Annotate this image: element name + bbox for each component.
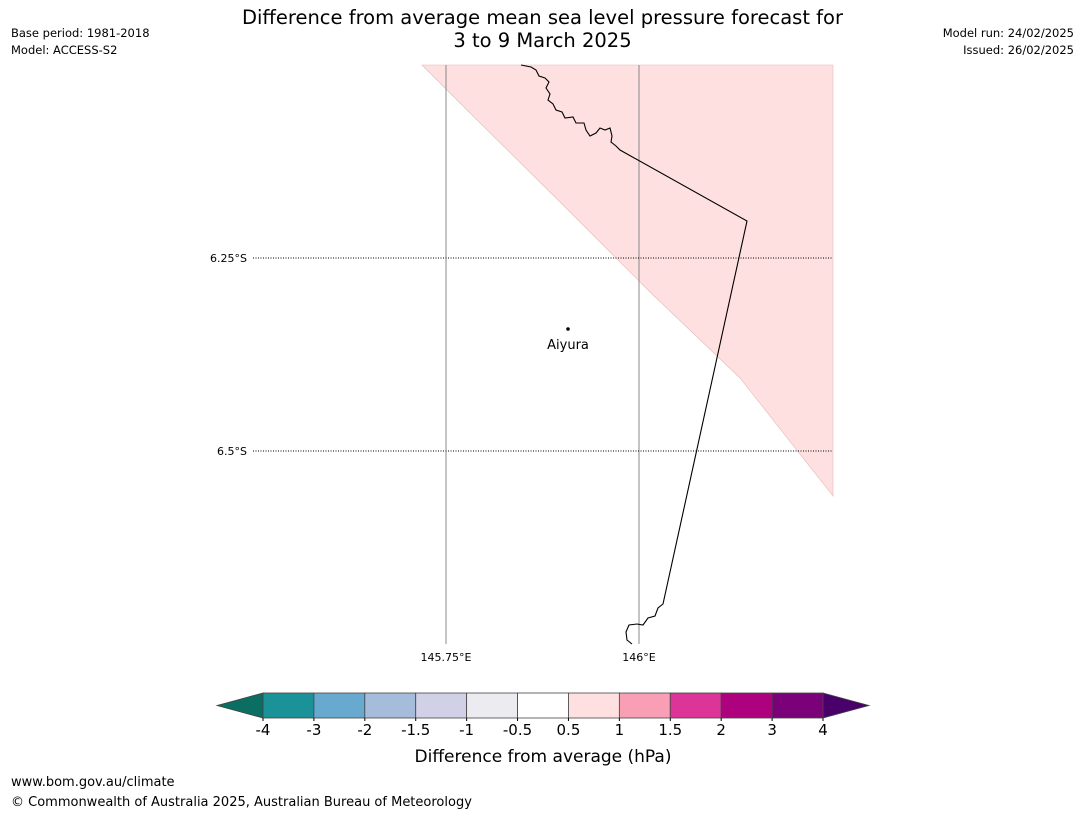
colorbar-swatch-7 — [618, 692, 671, 719]
footer-url[interactable]: www.bom.gov.au/climate — [11, 775, 175, 790]
lon-label-145-75: 145.75°E — [421, 651, 472, 664]
colorbar-tick-label-9: 2 — [716, 721, 726, 739]
aiyura-label: Aiyura — [547, 338, 589, 353]
map-panel: Aiyura 6.25°S 6.5°S 145.75°E 146°E — [210, 64, 834, 664]
lat-label-6-5: 6.5°S — [217, 445, 247, 458]
colorbar-swatch-0 — [262, 692, 315, 719]
model-text: Model: ACCESS-S2 — [11, 43, 118, 57]
colorbar-swatch-8 — [669, 692, 722, 719]
colorbar-swatch-3 — [415, 692, 468, 719]
colorbar-high-extension — [822, 692, 871, 719]
colorbar-tick-label-4: -1 — [459, 721, 474, 739]
page-title: Difference from average mean sea level p… — [0, 6, 1085, 52]
header-right-meta: Model run: 24/02/2025 Issued: 26/02/2025 — [943, 25, 1074, 59]
lat-label-6-25: 6.25°S — [210, 252, 247, 265]
colorbar-tick-label-0: -4 — [256, 721, 271, 739]
colorbar-tick-label-2: -2 — [357, 721, 372, 739]
colorbar-swatch-1 — [313, 692, 366, 719]
colorbar-low-extension — [215, 692, 264, 719]
colorbar-swatch-2 — [364, 692, 417, 719]
colorbar-label: Difference from average (hPa) — [415, 747, 672, 767]
colorbar-swatch-4 — [466, 692, 518, 719]
colorbar-tick-label-7: 1 — [615, 721, 625, 739]
colorbar-tick-label-6: 0.5 — [557, 721, 581, 739]
colorbar-swatch-5 — [517, 692, 569, 719]
colorbar-tick-label-8: 1.5 — [658, 721, 682, 739]
base-period-text: Base period: 1981-2018 — [11, 26, 150, 40]
positive-anomaly-shading — [421, 64, 834, 497]
title-line-2: 3 to 9 March 2025 — [453, 29, 632, 52]
colorbar-tick-label-5: -0.5 — [503, 721, 532, 739]
colorbar-swatch-10 — [771, 692, 824, 719]
lon-label-146: 146°E — [622, 651, 655, 664]
title-line-1: Difference from average mean sea level p… — [242, 6, 843, 29]
aiyura-marker — [566, 327, 570, 331]
colorbar-tick-label-10: 3 — [767, 721, 777, 739]
issued-text: Issued: 26/02/2025 — [963, 43, 1074, 57]
colorbar-tick-label-11: 4 — [818, 721, 828, 739]
colorbar-swatch-6 — [568, 692, 620, 719]
header-left-meta: Base period: 1981-2018 Model: ACCESS-S2 — [11, 25, 150, 59]
model-run-text: Model run: 24/02/2025 — [942, 26, 1074, 40]
coastline — [520, 64, 748, 645]
colorbar-tick-label-1: -3 — [306, 721, 321, 739]
colorbar: -4 -3 -2 -1.5 -1 -0.5 0.5 1 1.5 2 3 4 Difference fr… — [215, 692, 871, 767]
footer-copyright: © Commonwealth of Australia 2025, Austra… — [11, 795, 472, 810]
colorbar-swatch-9 — [720, 692, 773, 719]
colorbar-tick-label-3: -1.5 — [401, 721, 430, 739]
